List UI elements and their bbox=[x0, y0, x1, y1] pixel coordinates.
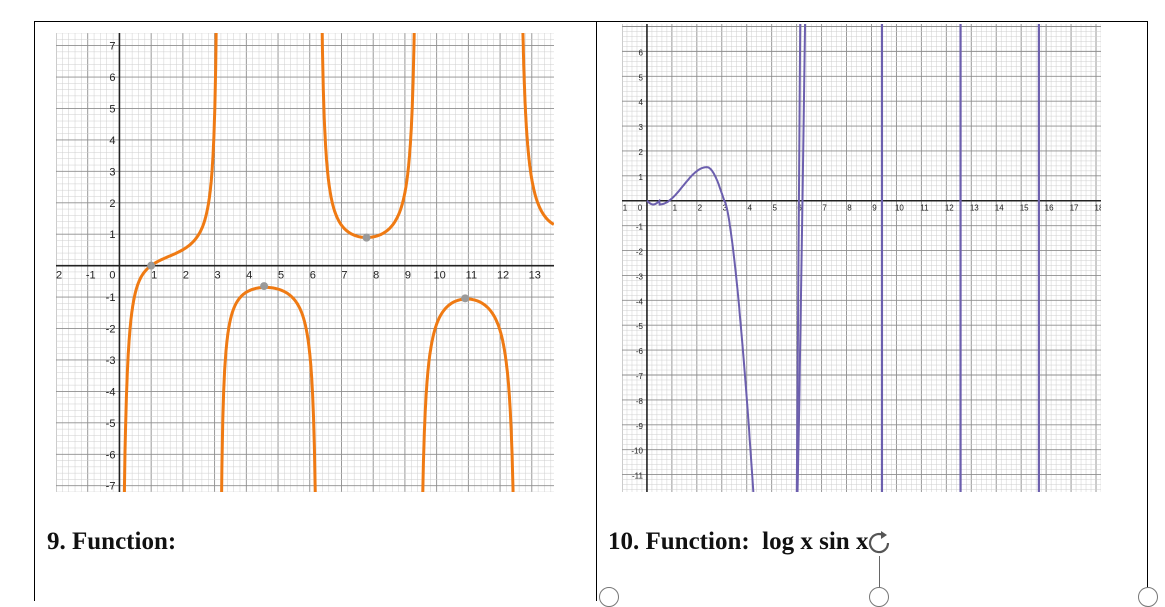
curve-branch bbox=[220, 285, 317, 492]
x-tick-label: 8 bbox=[373, 270, 379, 282]
y-tick-label: -4 bbox=[106, 386, 116, 398]
x-tick-label: 6 bbox=[797, 204, 802, 213]
curve-branch bbox=[122, 33, 218, 492]
x-tick-label: 4 bbox=[246, 270, 252, 282]
handle-stem bbox=[879, 556, 880, 592]
x-tick-label: 2 bbox=[698, 204, 703, 213]
y-tick-label: 2 bbox=[638, 148, 643, 157]
y-tick-label: 6 bbox=[638, 48, 643, 57]
y-tick-label: 5 bbox=[638, 73, 643, 82]
x-tick-label: 8 bbox=[847, 204, 852, 213]
y-tick-label: -5 bbox=[106, 418, 116, 430]
x-tick-label: 3 bbox=[723, 204, 728, 213]
x-tick-label: 6 bbox=[310, 270, 316, 282]
x-tick-label: 15 bbox=[1020, 204, 1029, 213]
graph-function-10: 10123456789101112131415161718654321-1-2-… bbox=[622, 24, 1101, 492]
y-tick-label: -10 bbox=[631, 447, 643, 456]
y-tick-label: 4 bbox=[109, 135, 115, 147]
curve-branch bbox=[521, 33, 554, 226]
x-tick-label: 2 bbox=[56, 270, 62, 282]
y-tick-label: -7 bbox=[636, 372, 644, 381]
y-tick-label: 5 bbox=[109, 103, 115, 115]
x-tick-label: 1 bbox=[623, 204, 628, 213]
y-tick-label: -6 bbox=[106, 449, 116, 461]
y-tick-label: -2 bbox=[636, 248, 644, 257]
y-tick-label: -4 bbox=[636, 297, 644, 306]
x-tick-label: 5 bbox=[772, 204, 777, 213]
x-tick-label: 1 bbox=[151, 270, 157, 282]
x-tick-label: 16 bbox=[1045, 204, 1054, 213]
x-tick-label: 0 bbox=[109, 270, 115, 282]
x-tick-label: 17 bbox=[1070, 204, 1079, 213]
x-tick-label: 11 bbox=[466, 270, 477, 282]
y-tick-label: 6 bbox=[109, 72, 115, 84]
marked-point bbox=[461, 294, 470, 303]
y-tick-label: 1 bbox=[638, 173, 643, 182]
y-tick-label: -5 bbox=[636, 322, 644, 331]
graph-function-9: 2 -1 0 1 2 3 4 5 6 7 8 9 10 11 12 137654321-1-2-3-4-5-6… bbox=[56, 33, 554, 492]
table-frame bbox=[34, 21, 1148, 601]
x-tick-label: 13 bbox=[529, 270, 541, 282]
x-tick-label: 14 bbox=[995, 204, 1004, 213]
x-tick-label: -1 bbox=[86, 270, 96, 282]
y-tick-label: 1 bbox=[109, 229, 115, 241]
x-tick-label: 9 bbox=[405, 270, 411, 282]
x-tick-label: 5 bbox=[278, 270, 284, 282]
y-tick-label: -3 bbox=[636, 272, 644, 281]
y-tick-label: -7 bbox=[106, 481, 116, 492]
y-tick-label: 4 bbox=[638, 98, 643, 107]
curve-branch bbox=[795, 24, 802, 492]
resize-handle-middle-icon[interactable] bbox=[869, 587, 889, 607]
marked-point bbox=[147, 261, 156, 270]
caption-function-10: 10. Function: log x sin x bbox=[608, 528, 869, 555]
y-tick-label: -1 bbox=[106, 292, 116, 304]
marked-point bbox=[362, 233, 371, 242]
x-tick-label: 1 bbox=[673, 204, 678, 213]
y-tick-label: -2 bbox=[106, 324, 116, 336]
y-tick-label: -1 bbox=[636, 223, 644, 232]
curve-branch bbox=[646, 24, 807, 492]
x-tick-label: 0 bbox=[638, 204, 643, 213]
rotate-handle-icon[interactable] bbox=[866, 530, 894, 558]
resize-handle-left-icon[interactable] bbox=[599, 587, 619, 607]
marked-point bbox=[260, 282, 269, 291]
x-tick-label: 9 bbox=[872, 204, 877, 213]
x-tick-label: 13 bbox=[970, 204, 979, 213]
x-tick-label: 10 bbox=[434, 270, 446, 282]
x-tick-label: 3 bbox=[215, 270, 221, 282]
y-tick-label: -9 bbox=[636, 422, 644, 431]
y-tick-label: -11 bbox=[632, 472, 644, 481]
y-tick-label: -8 bbox=[636, 397, 644, 406]
x-tick-label: 4 bbox=[748, 204, 753, 213]
y-tick-label: -6 bbox=[636, 347, 644, 356]
y-tick-label: 3 bbox=[109, 166, 115, 178]
resize-handle-right-icon[interactable] bbox=[1138, 587, 1158, 607]
y-tick-label: -3 bbox=[106, 355, 116, 367]
x-tick-label: 10 bbox=[895, 204, 904, 213]
x-tick-label: 7 bbox=[822, 204, 827, 213]
y-tick-label: 2 bbox=[109, 198, 115, 210]
x-tick-label: 12 bbox=[497, 270, 509, 282]
x-tick-label: 2 bbox=[183, 270, 189, 282]
x-tick-label: 11 bbox=[920, 204, 929, 213]
y-tick-label: 3 bbox=[638, 123, 643, 132]
x-tick-label: 7 bbox=[341, 270, 347, 282]
x-tick-label: 18 bbox=[1095, 204, 1101, 213]
y-tick-label: 7 bbox=[109, 41, 115, 53]
x-tick-label: 12 bbox=[945, 204, 954, 213]
column-divider bbox=[596, 21, 597, 601]
caption-function-9: 9. Function: bbox=[47, 528, 177, 555]
